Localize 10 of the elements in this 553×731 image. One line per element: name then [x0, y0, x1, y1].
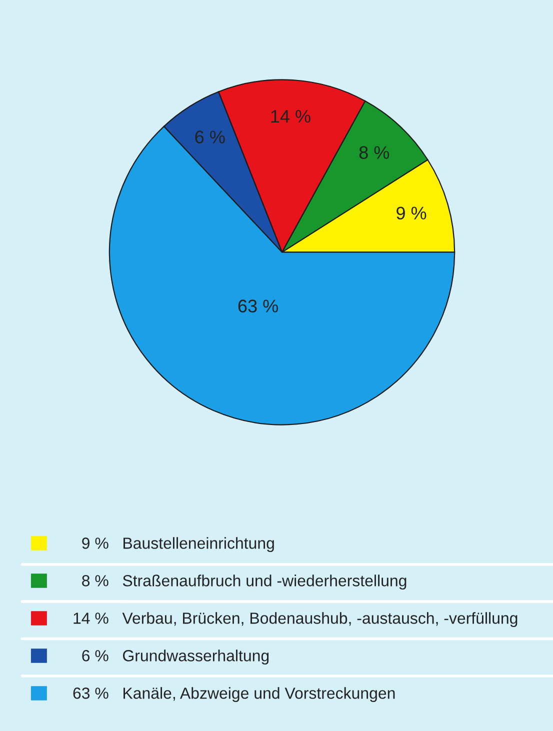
legend-label: 63 % Kanäle, Abzweige und Vorstreckungen — [73, 687, 395, 702]
data-label: 9 % — [396, 206, 426, 220]
data-label: 63 % — [238, 300, 278, 312]
legend-label: 14 % Verbau, Brücken, Bodenaushub, -austausch, -verfüllung — [74, 612, 518, 628]
legend-label: 9 % Baustelleneinrichtung — [82, 537, 274, 552]
data-label: 14 % — [271, 110, 310, 123]
legend-label: 6 % Grundwasserhaltung — [82, 650, 269, 665]
legend-label: 8 % Straßenaufbruch und -wiederherstellung — [82, 574, 406, 590]
data-label: 8 % — [359, 146, 390, 159]
data-label: 6 % — [195, 130, 225, 144]
